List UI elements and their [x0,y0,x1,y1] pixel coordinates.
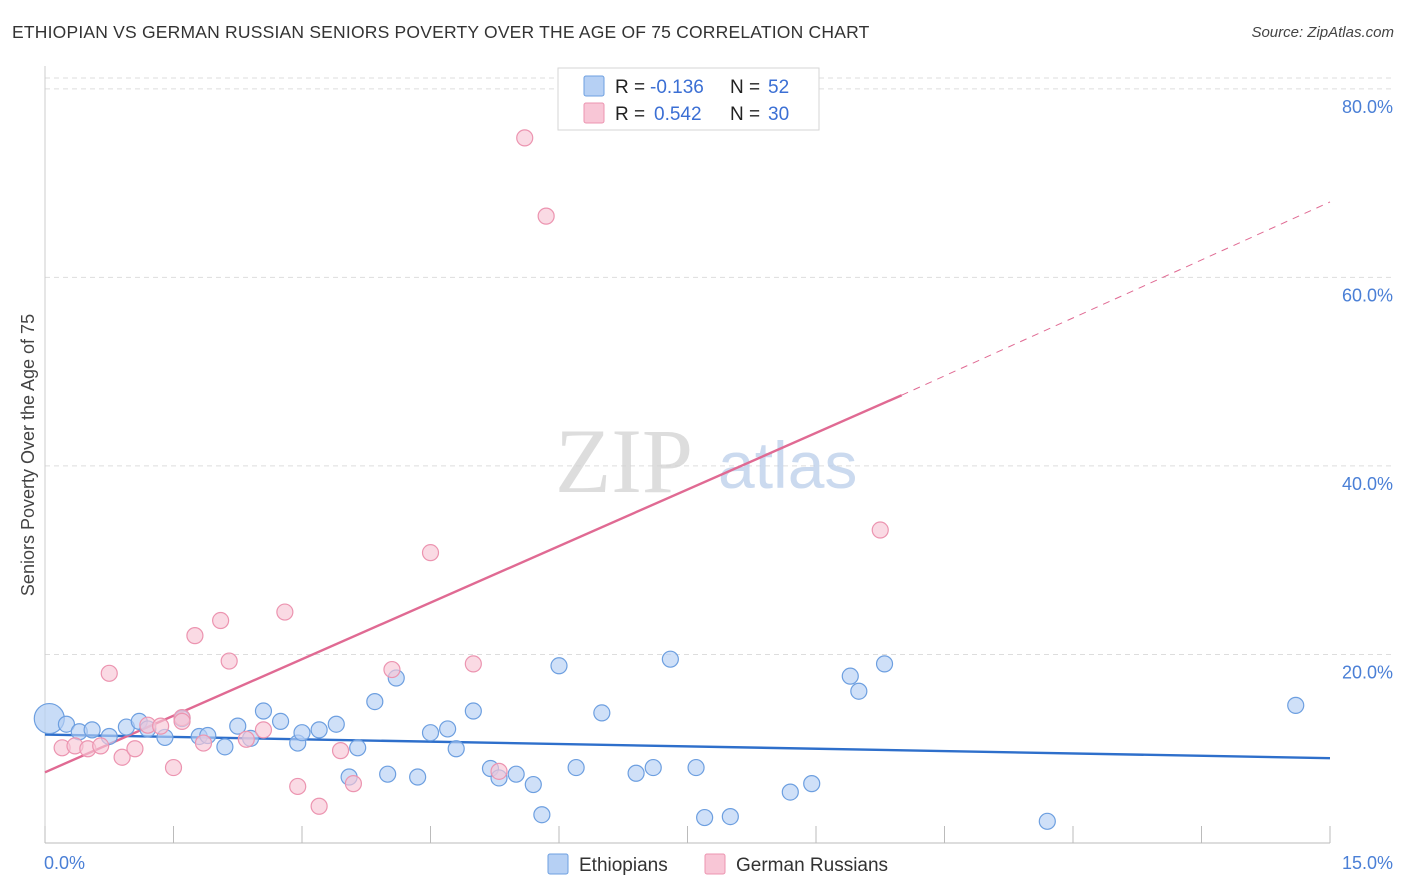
y-tick-label: 40.0% [1342,474,1393,494]
ethiopians-point [439,720,457,738]
trend-line-ethiopians [44,733,1331,760]
y-axis-label: Seniors Poverty Over the Age of 75 [18,314,38,596]
trend-line-german-russians [44,394,903,774]
legend: Ethiopians German Russians [547,853,888,876]
stat-r-value-ethiopians: -0.136 [650,77,704,98]
ethiopians-point [57,715,76,733]
stat-r-label-ethiopians: R = [615,77,645,98]
x-tick-label: 0.0% [44,853,85,873]
y-tick-label: 60.0% [1342,285,1393,305]
ethiopians-point [850,682,868,700]
stat-n-label-german-russians: N = [730,104,760,125]
ethiopians-point [1287,696,1305,714]
german-russians-point [220,652,238,670]
y-tick-label: 20.0% [1342,662,1393,682]
watermark-zip: ZIP [555,410,693,512]
ethiopians-point [464,702,482,720]
german-russians-point [212,611,230,630]
ethiopians-point [83,721,101,739]
german-russians-point [871,521,889,539]
axes [44,66,1331,844]
ethiopians-point [293,724,311,742]
ethiopians-point [661,650,679,668]
german-russians-point [537,207,555,225]
ethiopians-point [271,712,290,730]
german-russians-point [383,660,401,679]
german-russians-point [237,730,255,748]
ethiopians-point [447,740,465,758]
stat-n-label-ethiopians: N = [730,77,760,98]
german-russians-point [186,627,204,645]
legend-label-ethiopians: Ethiopians [579,855,668,876]
ethiopians-point [366,692,384,711]
ethiopians-point [550,657,568,675]
ethiopians-point [507,765,525,783]
data-points [33,129,1305,830]
tick-labels: 20.0% 40.0% 60.0% 80.0% 0.0% 15.0% [44,97,1393,873]
gridlines [45,77,1392,655]
german-russians-point [100,664,118,682]
legend-swatch-german-russians [704,853,726,875]
german-russians-point [490,762,508,780]
german-russians-point [276,603,294,621]
ethiopians-point [327,715,345,733]
german-russians-point [464,655,482,673]
stat-n-value-german-russians: 30 [768,104,789,125]
watermark-atlas: atlas [718,428,857,502]
ethiopians-point [721,808,739,826]
stat-r-value-german-russians: 0.542 [654,104,702,125]
ethiopians-point [349,739,367,757]
ethiopians-point [627,764,645,782]
german-russians-point [331,742,350,760]
ethiopians-point [379,765,397,783]
ethiopians-swatch [583,75,605,97]
german-russians-point [152,717,170,735]
ethiopians-point [229,717,247,735]
ethiopians-point [803,775,821,793]
german-russians-point [344,775,362,793]
stat-n-value-ethiopians: 52 [768,77,789,98]
ethiopians-point [687,758,705,777]
ethiopians-point [781,783,799,801]
ethiopians-point [593,704,611,722]
chart-title: ETHIOPIAN VS GERMAN RUSSIAN SENIORS POVE… [12,22,870,42]
german-russians-point [254,721,273,739]
german-russians-point [194,734,213,752]
german-russians-point [421,544,440,562]
german-russians-point [113,748,131,766]
ethiopians-point [696,808,714,827]
stats-box: R = -0.136 N = 52 R = 0.542 N = 30 [557,67,820,131]
german-russians-point [516,129,534,147]
ethiopians-point [875,655,894,673]
ethiopians-point [567,758,585,777]
ethiopians-point [310,721,328,739]
ethiopians-point [841,667,859,685]
stat-r-label-german-russians: R = [615,104,645,125]
german-russians-point [126,740,144,758]
ethiopians-point [533,806,551,824]
legend-swatch-ethiopians [547,853,569,875]
ethiopians-point [254,702,273,720]
x-tick-label: 15.0% [1342,853,1393,873]
ethiopians-point [409,768,427,786]
ethiopians-point [216,738,234,756]
watermark: ZIP atlas [555,410,857,512]
legend-label-german-russians: German Russians [736,855,888,876]
ethiopians-point [421,724,440,742]
german-russians-swatch [583,102,605,124]
ethiopians-point [1038,812,1056,830]
german-russians-point [173,712,191,730]
german-russians-point [92,737,110,755]
source-credit: Source: ZipAtlas.com [1251,24,1394,41]
german-russians-point [164,758,183,777]
ethiopians-point [644,758,662,777]
ethiopians-point [524,775,542,794]
german-russians-point [310,797,328,815]
german-russians-point [289,777,307,796]
trend-line-german-russians [901,201,1331,396]
y-tick-label: 80.0% [1342,97,1393,117]
